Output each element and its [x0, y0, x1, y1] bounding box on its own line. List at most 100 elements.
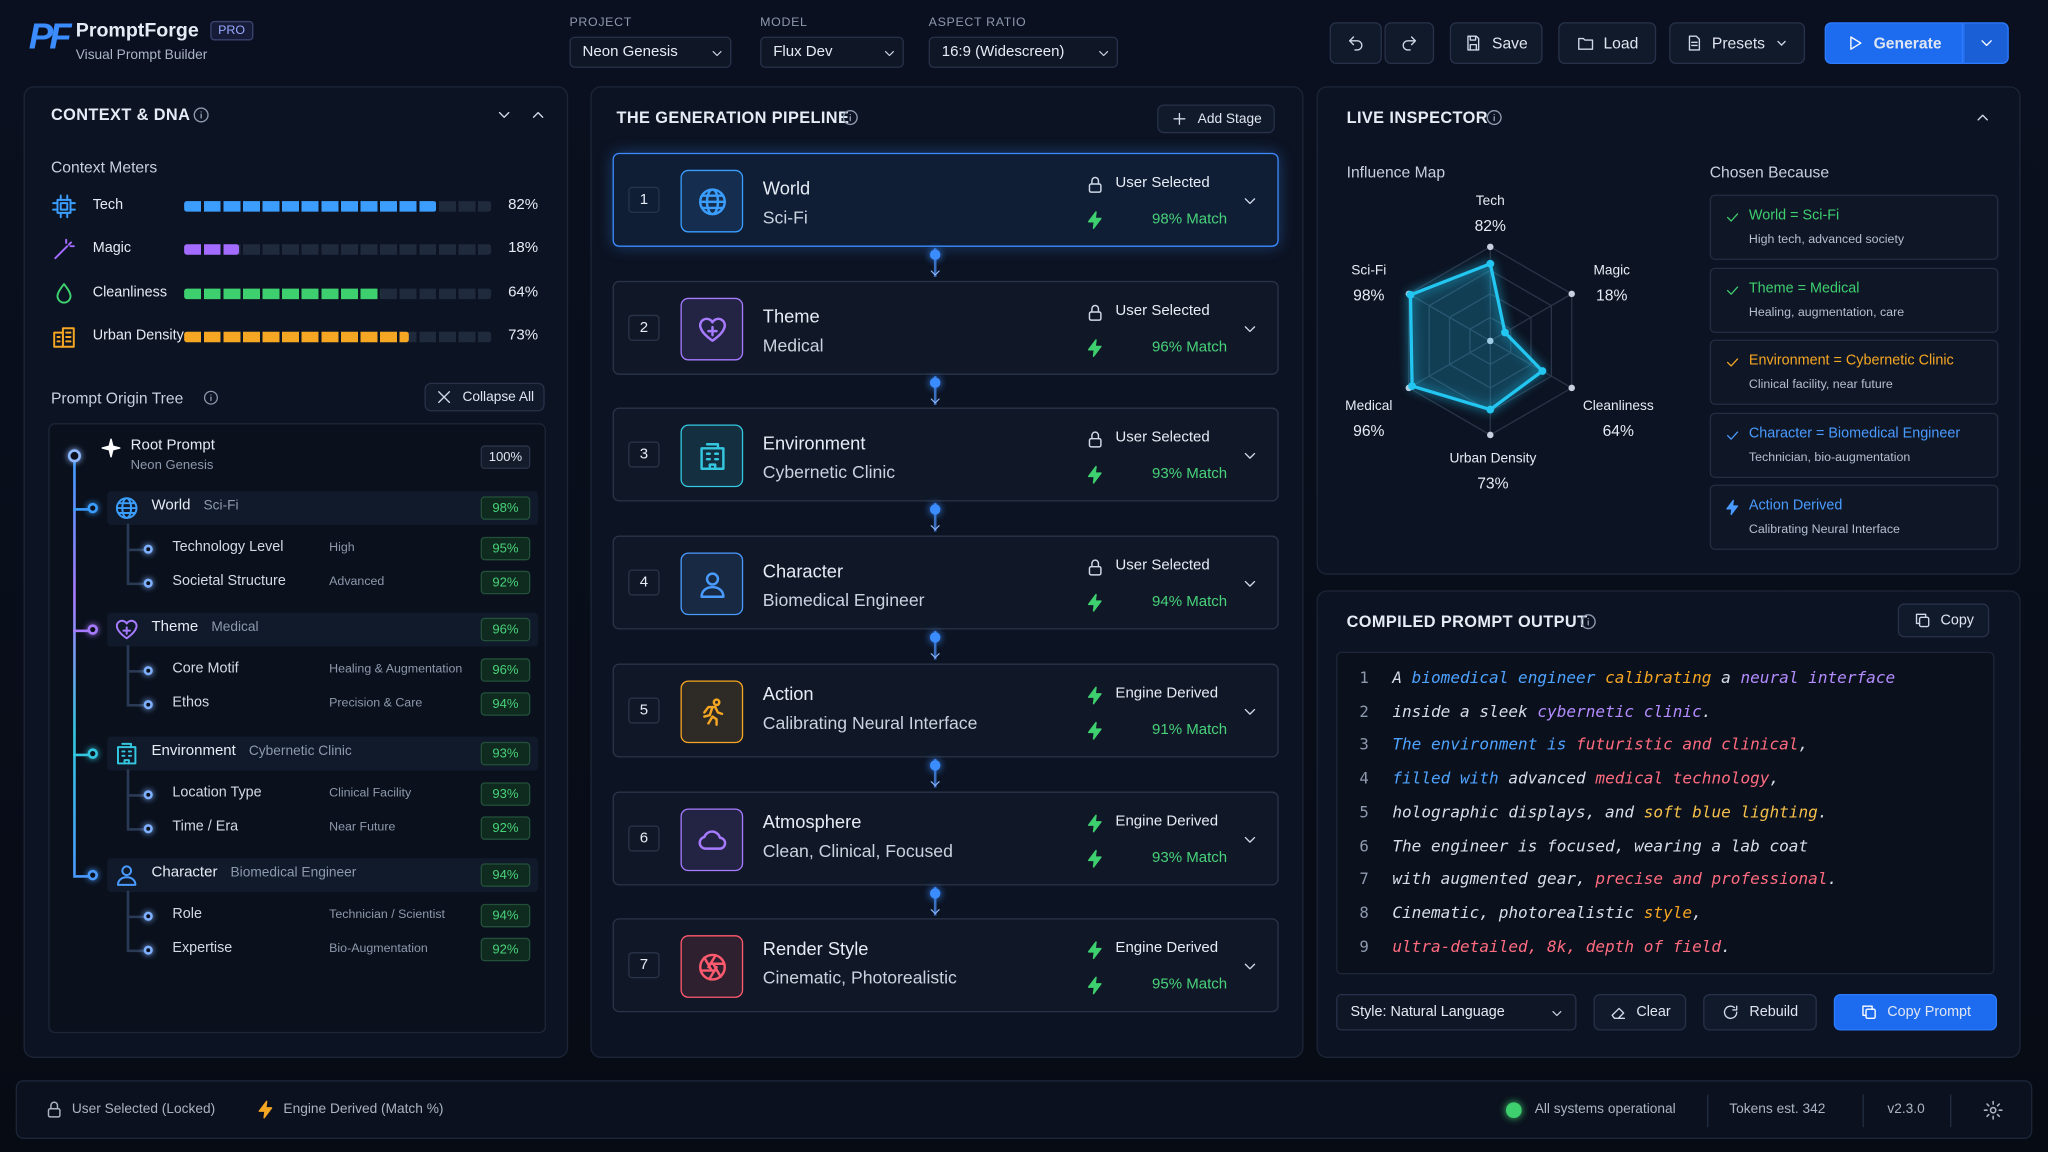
button-label: Copy: [1940, 612, 1974, 629]
stage-card[interactable]: 4 Character Biomedical Engineer User Select…: [612, 535, 1279, 630]
graphic: [930, 398, 940, 404]
graphic: [121, 865, 133, 877]
graphic: [707, 325, 718, 337]
icon: [696, 185, 729, 218]
graphic: [1091, 304, 1100, 313]
stage-card[interactable]: 1 World Sci-Fi User Selected 98% Match: [612, 152, 1279, 247]
connector-dot: [929, 632, 941, 643]
icon: [1085, 338, 1105, 358]
button[interactable]: Copy: [1897, 603, 1990, 638]
panel-title: THE GENERATION PIPELINE: [616, 108, 850, 127]
dropdown[interactable]: 16:9 (Widescreen): [928, 36, 1119, 68]
radar-chart: [1405, 243, 1575, 439]
button[interactable]: [1329, 22, 1382, 64]
graphic: [1087, 211, 1102, 229]
icon: [841, 108, 859, 126]
reason-detail: Calibrating Neural Interface: [1748, 522, 1900, 538]
node-value: Neon Genesis: [130, 458, 214, 473]
stage-card[interactable]: 2 Theme Medical User Selected 96% Match: [612, 280, 1279, 375]
button[interactable]: Clear: [1593, 993, 1687, 1031]
radar-label: Medical: [1345, 398, 1393, 415]
icon: [1846, 34, 1864, 52]
button[interactable]: Save: [1449, 22, 1543, 64]
panel-title: LIVE INSPECTOR: [1346, 108, 1488, 127]
dropdown[interactable]: Neon Genesis: [569, 36, 732, 68]
button[interactable]: Copy Prompt: [1833, 993, 1998, 1031]
score: 92%: [480, 570, 531, 595]
stage-card[interactable]: 6 Atmosphere Clean, Clinical, Focused Engin…: [612, 790, 1279, 885]
node-value: Technician / Scientist: [329, 907, 446, 923]
stage-card[interactable]: 3 Environment Cybernetic Clinic User Select…: [612, 408, 1279, 503]
button[interactable]: Presets: [1669, 22, 1806, 64]
stage-value: Sci-Fi: [762, 207, 808, 228]
dropdown[interactable]: Flux Dev: [760, 36, 904, 68]
icon: [1085, 465, 1105, 485]
graphic: [203, 390, 218, 405]
stage-icon-box: [680, 680, 744, 743]
graphic: [1087, 686, 1102, 705]
line-number: 2: [1359, 702, 1369, 721]
code-segment: .: [1701, 702, 1712, 721]
graphic: [1173, 112, 1186, 125]
score: 100%: [480, 445, 531, 469]
graphic: [1850, 36, 1863, 50]
button[interactable]: Generate: [1824, 22, 1964, 64]
line-number: 7: [1359, 870, 1369, 889]
button[interactable]: Add Stage: [1157, 104, 1275, 134]
code-segment: filled with: [1392, 769, 1499, 788]
divider: [1707, 1094, 1709, 1128]
code-segment: calibrating: [1595, 668, 1712, 688]
graphic: [1726, 358, 1739, 367]
graphic: [1915, 613, 1929, 628]
graphic: [117, 742, 137, 765]
stage-card[interactable]: 7 Render Style Cinematic, Photorealistic En…: [612, 918, 1279, 1013]
button[interactable]: [1384, 22, 1435, 64]
icon: [44, 1100, 64, 1120]
graphic: [193, 107, 209, 123]
line-number: 9: [1359, 937, 1369, 956]
stage-icon-box: [680, 169, 744, 233]
dropdown[interactable]: Style: Natural Language: [1336, 993, 1577, 1031]
icon: [114, 495, 140, 521]
button-label: Add Stage: [1197, 111, 1262, 127]
graphic: [498, 111, 510, 118]
stage-match: 94% Match: [1151, 594, 1228, 611]
graphic: [1087, 849, 1102, 868]
tree-node: [143, 911, 153, 921]
graphic: [705, 443, 720, 471]
icon: [114, 862, 140, 888]
graphic: [1726, 285, 1739, 295]
tree-line: [126, 828, 148, 831]
stage-name: Action: [762, 682, 814, 704]
graphic: [1862, 1005, 1873, 1016]
button[interactable]: [1963, 22, 2009, 64]
graphic: [1087, 466, 1102, 485]
graphic: [884, 51, 894, 57]
logo: PF: [28, 15, 72, 57]
button[interactable]: Rebuild: [1703, 993, 1817, 1031]
code-segment: advanced: [1498, 769, 1596, 788]
tree-node: [143, 789, 153, 799]
graphic: [1087, 593, 1102, 612]
graphic: [1244, 580, 1256, 587]
icon: [1774, 35, 1790, 51]
button[interactable]: Load: [1558, 22, 1657, 64]
icon: [51, 280, 77, 306]
node-name: Location Type: [172, 784, 262, 801]
stage-name: Character: [762, 560, 844, 582]
graphic: [56, 331, 72, 343]
stage-card[interactable]: 5 Action Calibrating Neural Interface Engin…: [612, 663, 1279, 758]
stage-source: Engine Derived: [1115, 813, 1219, 829]
code-line: A biomedical engineer calibrating a neur…: [1392, 669, 1986, 693]
button[interactable]: Collapse All: [424, 382, 545, 412]
section-title: Chosen Because: [1709, 163, 1830, 182]
stage-match: 98% Match: [1151, 211, 1228, 228]
score: 96%: [480, 617, 531, 642]
graphic: [1552, 1011, 1562, 1017]
graphic: [101, 438, 121, 458]
graphic: [1244, 708, 1256, 715]
graphic: [115, 619, 138, 640]
stage-icon-box: [680, 552, 744, 616]
graphic: [1091, 559, 1100, 568]
